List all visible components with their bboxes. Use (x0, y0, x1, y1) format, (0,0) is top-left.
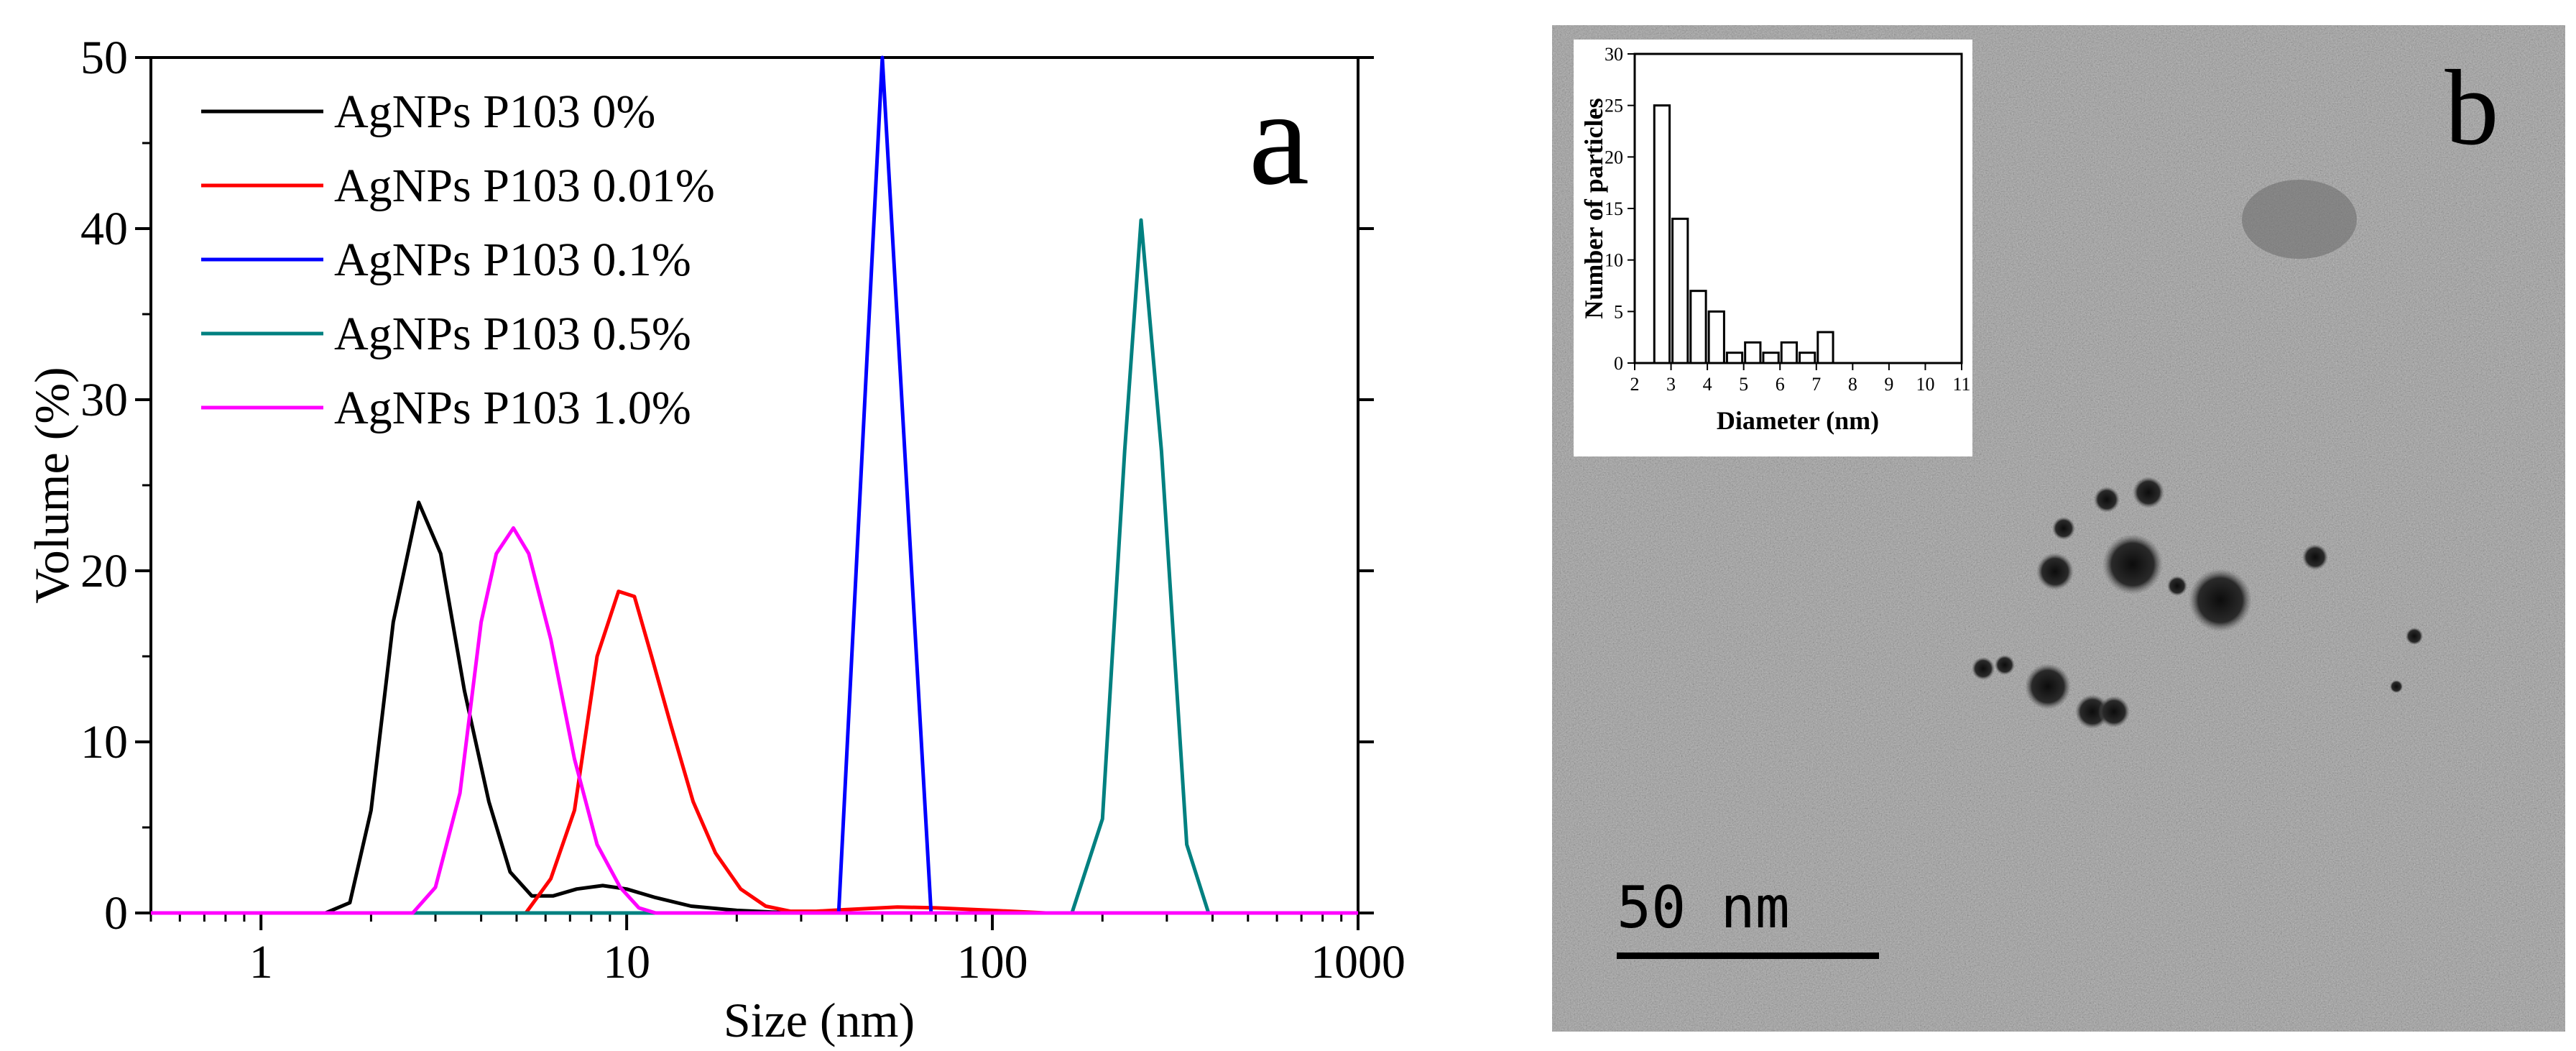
tem-micrograph-panel: b 50 nm 2 3 4 5 6 7 8 9 10 11 0 5 10 15 20 25 30 Diamete… (1552, 25, 2565, 1032)
inset-x-tick-label: 7 (1811, 374, 1821, 395)
inset-y-tick-label: 0 (1614, 353, 1623, 374)
histogram-bar (1689, 290, 1707, 364)
nanoparticle (2102, 534, 2163, 595)
histogram-bar (1653, 104, 1671, 364)
inset-y-tick-label: 5 (1614, 301, 1623, 322)
nanoparticle (2133, 477, 2164, 508)
nanoparticle (2390, 680, 2403, 693)
inset-x-tick-label: 8 (1848, 374, 1857, 395)
faint-particle (2242, 180, 2357, 259)
histogram-bar (1816, 331, 1834, 364)
inset-x-tick-label: 11 (1952, 374, 1970, 395)
histogram-bar (1780, 341, 1799, 364)
legend-label: AgNPs P103 1.0% (334, 382, 691, 434)
series-line-agnps-p103-0-5- (151, 218, 1358, 915)
histogram-bar (1799, 352, 1816, 364)
y-tick-label: 0 (104, 887, 128, 940)
y-tick-label: 10 (80, 716, 128, 768)
panel-label-b: b (2445, 48, 2499, 167)
series-group (151, 55, 1358, 915)
x-axis-label: Size (nm) (724, 993, 915, 1047)
inset-y-label: Number of particles (1579, 98, 1608, 318)
nanoparticle (2052, 517, 2075, 540)
y-tick-label: 30 (80, 374, 128, 426)
inset-y-tick-label: 25 (1605, 96, 1623, 116)
nanoparticle (2406, 628, 2423, 645)
nanoparticle (1995, 655, 2015, 675)
nanoparticle (2302, 544, 2328, 570)
inset-axis-ticks: 2 3 4 5 6 7 8 9 10 11 0 5 10 15 20 25 30 (1605, 44, 1971, 395)
y-tick-label: 50 (80, 32, 128, 84)
inset-x-label: Diameter (nm) (1717, 406, 1879, 435)
inset-histogram: 2 3 4 5 6 7 8 9 10 11 0 5 10 15 20 25 30 Diameter (nm) N… (1574, 40, 1972, 456)
inset-x-tick-label: 5 (1739, 374, 1748, 395)
series-line-agnps-p103-0-1- (151, 55, 1358, 915)
histogram-bar (1671, 217, 1689, 364)
x-tick-label: 100 (957, 936, 1028, 988)
legend-label: AgNPs P103 0.5% (334, 308, 691, 360)
inset-y-tick-label: 10 (1605, 250, 1623, 271)
nanoparticle (1972, 657, 1995, 680)
histogram-bar (1762, 352, 1780, 364)
inset-x-tick-label: 10 (1916, 374, 1934, 395)
scale-bar-label: 50 nm (1617, 874, 1790, 941)
inset-y-tick-label: 15 (1605, 198, 1623, 219)
nanoparticle (2025, 664, 2071, 710)
inset-x-tick-label: 2 (1630, 374, 1640, 395)
y-tick-label: 40 (80, 203, 128, 255)
scale-bar: 50 nm (1617, 874, 1879, 959)
plot-frame (149, 56, 1359, 914)
series-line-agnps-p103-0-01- (151, 589, 1358, 915)
inset-y-tick-label: 30 (1605, 44, 1623, 65)
inset-x-tick-label: 3 (1666, 374, 1676, 395)
legend-label: AgNPs P103 0% (334, 86, 655, 138)
histogram-bar (1725, 352, 1744, 364)
inset-x-tick-label: 4 (1703, 374, 1712, 395)
axis-ticks: 0 10 20 30 40 50 1 10 100 1000 (80, 32, 1405, 988)
series-line-agnps-p103-1-0- (151, 526, 1358, 915)
nanoparticle-cluster (1972, 180, 2423, 729)
nanoparticle (2094, 487, 2120, 513)
scale-bar-line (1617, 953, 1879, 959)
nanoparticle (2098, 696, 2130, 728)
series-line-agnps-p103-0- (151, 500, 1358, 915)
histogram-bar (1707, 310, 1725, 364)
x-tick-label: 10 (603, 936, 650, 988)
inset-background (1574, 40, 1972, 456)
y-axis-label: Volume (%) (24, 367, 79, 603)
nanoparticle (2167, 576, 2187, 596)
panel-label-a: a (1249, 63, 1309, 214)
histogram-bar (1744, 341, 1762, 364)
inset-x-tick-label: 9 (1884, 374, 1893, 395)
nanoparticle (2036, 553, 2074, 590)
x-tick-label: 1000 (1311, 936, 1405, 988)
legend: AgNPs P103 0% AgNPs P103 0.01% AgNPs P103 … (201, 86, 715, 434)
inset-bars (1653, 104, 1834, 364)
y-tick-label: 20 (80, 545, 128, 597)
legend-label: AgNPs P103 0.1% (334, 234, 691, 286)
inset-y-tick-label: 20 (1605, 147, 1623, 167)
x-tick-label: 1 (249, 936, 273, 988)
nanoparticle (2189, 569, 2252, 632)
inset-x-tick-label: 6 (1776, 374, 1785, 395)
legend-label: AgNPs P103 0.01% (334, 160, 715, 212)
